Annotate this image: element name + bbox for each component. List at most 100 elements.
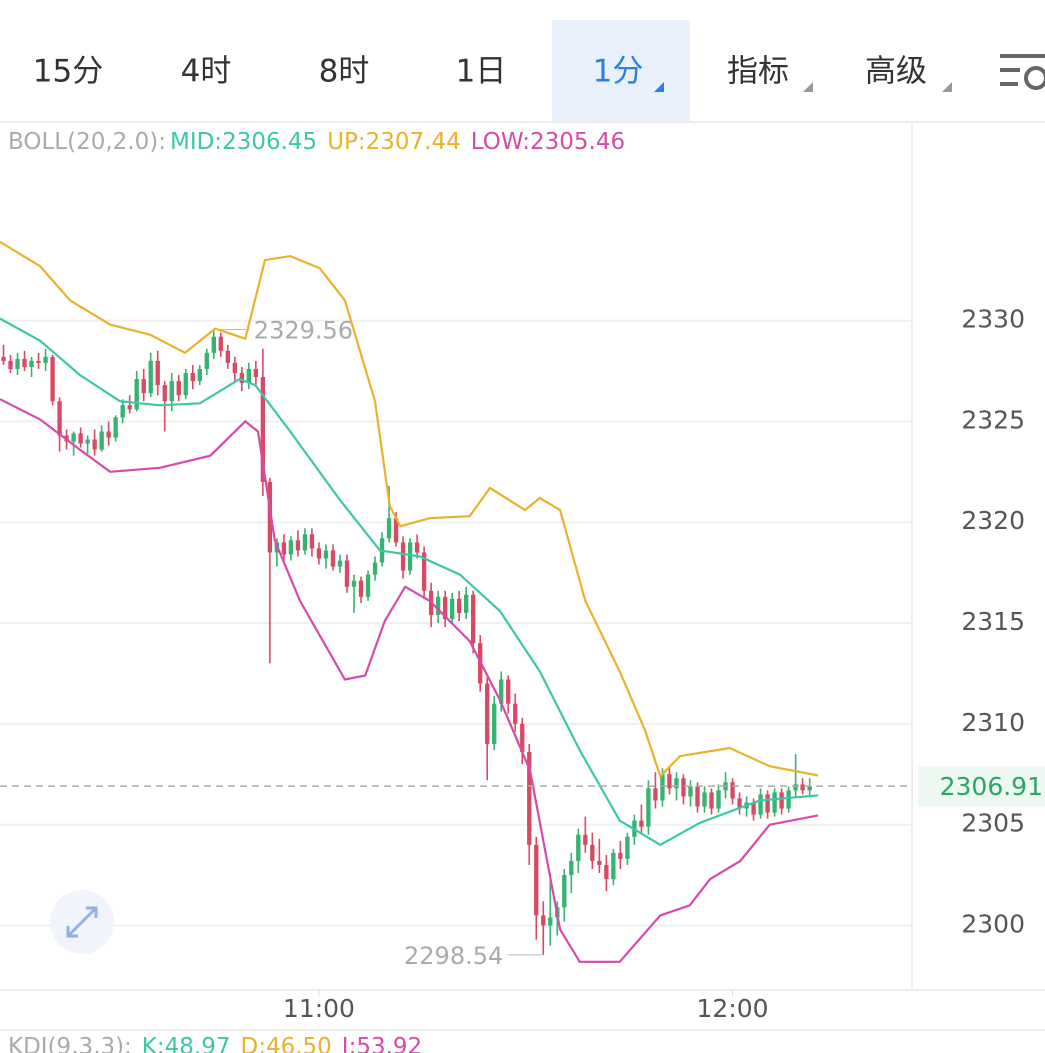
candle-body: [709, 792, 714, 809]
candle-body: [344, 560, 350, 587]
kdj-name: KDJ(9,3,3):: [8, 1034, 132, 1053]
legend-name: MID:: [170, 129, 222, 155]
settings-icon[interactable]: [1000, 54, 1045, 90]
candle-body: [43, 356, 48, 363]
candle-body: [562, 875, 567, 908]
last-price-bg: [918, 766, 1045, 807]
legend-name: LOW:: [471, 129, 530, 155]
candle-body: [793, 784, 798, 791]
candle-body: [113, 417, 118, 438]
candle-body: [372, 562, 378, 575]
y-tick-label: 2325: [961, 405, 1025, 434]
tab[interactable]: 1日: [456, 54, 507, 90]
y-tick-label: 2330: [961, 305, 1025, 334]
kdj-legend: KDJ(9,3,3): K:48.97 D:46.50 J:53.92: [8, 1034, 422, 1053]
candle-body: [22, 358, 27, 367]
candle-body: [85, 439, 90, 444]
candle-body: [583, 834, 588, 845]
candle-body: [134, 379, 139, 410]
last-price-label: 2306.91: [940, 772, 1043, 801]
candle-body: [302, 534, 308, 551]
high-label: 2329.56: [254, 316, 353, 344]
candle-body: [92, 439, 97, 450]
y-tick-label: 2315: [961, 607, 1025, 636]
candle-body: [604, 864, 609, 880]
tab[interactable]: 15分: [33, 54, 103, 90]
legend-name: UP:: [327, 129, 365, 155]
candle-body: [8, 360, 13, 369]
candle-body: [618, 852, 623, 859]
tab[interactable]: 指标: [727, 54, 789, 90]
candle-body: [218, 336, 223, 351]
candle-body: [456, 598, 462, 613]
candle-body: [57, 401, 62, 436]
candle-body: [246, 368, 252, 384]
candle-body: [625, 836, 630, 859]
candle-body: [71, 433, 76, 442]
y-tick-label: 2305: [961, 809, 1025, 838]
y-tick-label: 2300: [961, 909, 1025, 938]
y-tick-label: 2310: [961, 708, 1025, 737]
candle-body: [239, 373, 245, 384]
candle-body: [225, 350, 230, 363]
candle-body: [309, 534, 315, 549]
band-line: [0, 317, 819, 847]
candle-body: [127, 405, 132, 410]
candle-body: [730, 782, 735, 799]
candle-body: [681, 778, 686, 797]
candle-body: [695, 786, 700, 807]
y-tick-label: 2320: [961, 506, 1025, 535]
candle-body: [141, 379, 146, 394]
candle-body: [646, 788, 651, 827]
candle-body: [155, 360, 160, 386]
candle-body: [204, 352, 209, 369]
low-label: 2298.54: [404, 942, 503, 970]
candle-body: [807, 786, 812, 791]
candle-body: [485, 683, 490, 745]
legend-value: 2306.45: [222, 129, 317, 155]
candle-body: [400, 542, 406, 571]
candle-body: [534, 844, 539, 916]
expand-button[interactable]: [50, 890, 114, 954]
candle-body: [471, 594, 476, 644]
candle-body: [772, 792, 777, 813]
candle-body: [358, 580, 364, 597]
candle-body: [50, 356, 55, 402]
candle-body: [716, 790, 721, 809]
indicator-name: BOLL(20,2.0):: [8, 129, 166, 155]
kdj-item: D:46.50: [240, 1034, 331, 1053]
dropdown-caret: [942, 82, 952, 92]
candle-body: [197, 368, 202, 382]
candle-body: [351, 580, 357, 587]
candle-body: [506, 679, 511, 704]
tab[interactable]: 4时: [181, 54, 232, 90]
kdj-item: K:48.97: [142, 1034, 231, 1053]
candle-body: [569, 860, 574, 876]
x-tick-label: 12:00: [697, 994, 769, 1023]
tab[interactable]: 1分: [593, 54, 644, 90]
candle-body: [316, 548, 322, 559]
candle-body: [99, 431, 104, 450]
candle-body: [281, 542, 287, 555]
candle-body: [232, 362, 238, 374]
candle-body: [176, 381, 181, 396]
tab[interactable]: 高级: [865, 54, 927, 90]
candle-body: [78, 433, 83, 444]
candle-body: [765, 794, 770, 813]
tab[interactable]: 8时: [319, 54, 370, 90]
candle-body: [323, 550, 329, 559]
candle-body: [1, 356, 6, 361]
candle-body: [120, 405, 125, 418]
candle-body: [295, 540, 301, 551]
candle-body: [442, 596, 448, 619]
legend-value: 2305.46: [530, 129, 625, 155]
band-line: [0, 240, 819, 779]
candle-body: [106, 431, 111, 438]
candle-body: [183, 373, 188, 396]
candle-body: [590, 844, 595, 861]
candle-body: [463, 594, 469, 613]
legend-value: 2307.44: [366, 129, 461, 155]
candle-body: [29, 360, 34, 367]
candle-body: [702, 792, 707, 807]
